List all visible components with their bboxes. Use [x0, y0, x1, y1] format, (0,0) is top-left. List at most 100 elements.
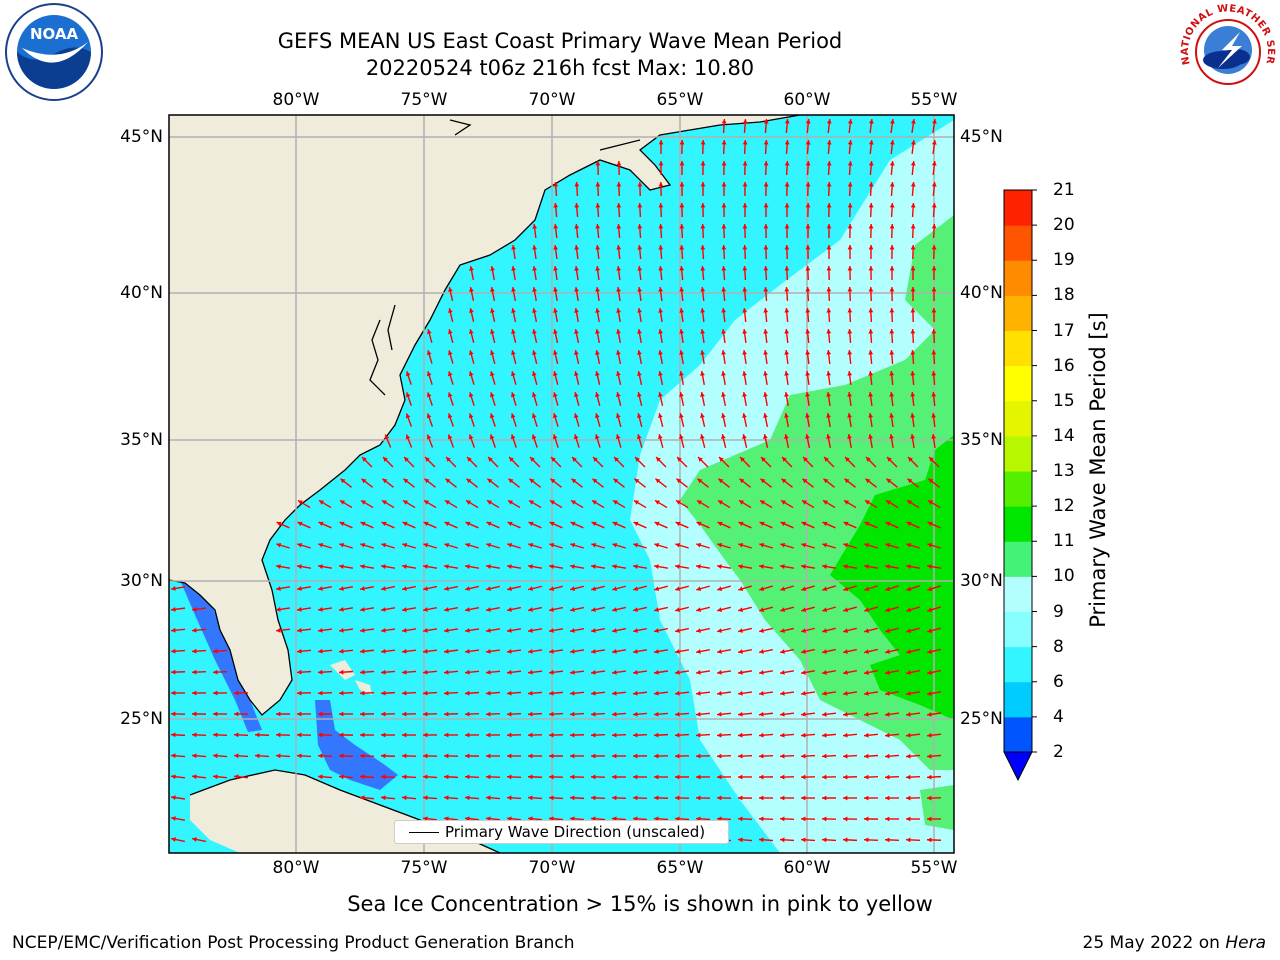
wave-direction-arrow [384, 434, 392, 448]
wave-direction-arrow [926, 732, 942, 738]
wave-direction-arrow [553, 286, 558, 302]
wave-direction-arrow [679, 181, 685, 197]
wave-direction-arrow [801, 627, 815, 633]
colorbar-tick-label: 8 [1053, 636, 1064, 657]
wave-direction-arrow [339, 521, 353, 529]
wave-direction-arrow [931, 223, 937, 239]
wave-direction-arrow [863, 795, 879, 801]
wave-direction-arrow [674, 774, 690, 780]
wave-direction-arrow [532, 350, 538, 364]
wave-direction-arrow [655, 478, 667, 488]
wave-direction-arrow [781, 456, 793, 468]
colorbar-segment [1004, 716, 1032, 753]
wave-direction-arrow [611, 753, 627, 759]
wave-direction-arrow [737, 816, 753, 822]
wave-direction-arrow [863, 753, 879, 759]
wave-direction-arrow [805, 223, 811, 239]
wave-direction-arrow [868, 139, 874, 155]
wave-direction-arrow [742, 349, 747, 365]
wave-direction-arrow [758, 732, 774, 738]
wave-direction-arrow [549, 499, 563, 509]
wave-direction-arrow [842, 732, 858, 738]
wave-direction-arrow [359, 564, 375, 569]
colorbar-segment [1004, 330, 1032, 367]
wave-direction-arrow [674, 690, 690, 696]
wave-direction-arrow [843, 521, 857, 529]
wave-direction-arrow [317, 669, 333, 675]
wave-direction-arrow [906, 521, 920, 529]
wave-direction-arrow [721, 370, 726, 386]
wave-direction-arrow [784, 160, 790, 176]
noaa-logo: NOAA [4, 2, 104, 106]
wave-direction-arrow [826, 244, 832, 260]
lat-label-right-30: 30°N [960, 571, 1003, 591]
wave-direction-arrow [847, 160, 853, 176]
wave-direction-arrow [905, 753, 921, 759]
wave-direction-arrow [697, 456, 709, 468]
wave-direction-arrow [907, 456, 919, 468]
wave-direction-arrow [826, 307, 832, 323]
wave-direction-arrow [654, 585, 668, 591]
wave-direction-arrow [570, 521, 584, 529]
wave-direction-arrow [738, 627, 752, 633]
wave-direction-arrow [679, 223, 685, 239]
wave-direction-arrow [931, 286, 937, 302]
wave-direction-arrow [847, 307, 853, 323]
wave-direction-arrow [570, 542, 584, 549]
wave-direction-arrow [508, 456, 520, 468]
wave-direction-arrow [170, 774, 186, 780]
wave-direction-arrow [700, 139, 706, 155]
wave-direction-arrow [443, 607, 459, 612]
wave-direction-arrow [926, 795, 942, 801]
wave-direction-arrow [779, 564, 795, 569]
wave-direction-arrow [532, 308, 538, 322]
wave-direction-arrow [170, 690, 186, 696]
wave-direction-arrow [553, 223, 559, 239]
wave-direction-arrow [905, 795, 921, 801]
wave-direction-arrow [170, 816, 186, 821]
wave-direction-arrow [758, 816, 774, 822]
wave-direction-arrow [905, 774, 921, 780]
wave-direction-arrow [468, 392, 475, 406]
wave-direction-arrow [842, 711, 858, 717]
wave-direction-arrow [700, 370, 705, 386]
wave-direction-arrow [590, 753, 606, 759]
wave-direction-arrow [548, 649, 564, 654]
wave-direction-arrow [275, 627, 291, 633]
wave-direction-arrow [868, 412, 873, 428]
wave-direction-arrow [276, 542, 290, 549]
wave-direction-arrow [758, 795, 774, 801]
wave-direction-arrow [510, 413, 517, 427]
wave-direction-arrow [401, 732, 417, 738]
wave-direction-arrow [447, 392, 454, 406]
wave-direction-arrow [616, 307, 621, 323]
wave-direction-arrow [317, 774, 333, 780]
wave-direction-arrow [742, 307, 748, 323]
wave-direction-arrow [931, 265, 937, 281]
wave-direction-arrow [655, 456, 667, 468]
wave-direction-arrow [571, 478, 583, 488]
wave-direction-arrow [700, 286, 706, 302]
wave-direction-arrow [632, 627, 648, 633]
wave-direction-arrow [423, 499, 437, 509]
wave-direction-arrow [611, 669, 627, 675]
wave-direction-arrow [658, 244, 664, 260]
wave-direction-arrow [506, 795, 522, 801]
wave-direction-arrow [485, 732, 501, 738]
wave-direction-arrow [360, 499, 374, 509]
wave-direction-arrow [847, 244, 853, 260]
wave-direction-arrow [401, 711, 417, 717]
wave-direction-arrow [632, 774, 648, 780]
wave-direction-arrow [401, 564, 417, 569]
wave-direction-arrow [737, 711, 753, 717]
wave-direction-arrow [758, 711, 774, 717]
wave-direction-arrow [637, 413, 643, 427]
wave-direction-arrow [422, 690, 438, 696]
colorbar-tick-label: 9 [1053, 601, 1064, 622]
wave-direction-arrow [548, 816, 564, 822]
wave-direction-arrow [590, 669, 606, 675]
wave-direction-arrow [338, 607, 354, 612]
north-america-land [169, 115, 800, 715]
wave-direction-arrow [910, 244, 916, 260]
wave-direction-arrow [863, 732, 879, 738]
